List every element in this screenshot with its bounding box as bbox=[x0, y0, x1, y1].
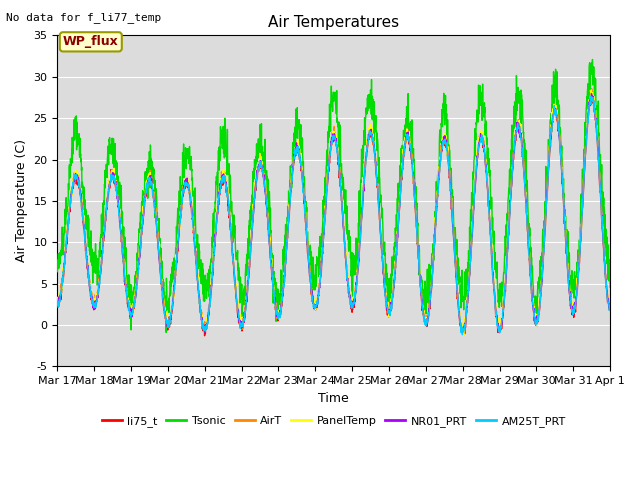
Legend: li75_t, Tsonic, AirT, PanelTemp, NR01_PRT, AM25T_PRT: li75_t, Tsonic, AirT, PanelTemp, NR01_PR… bbox=[97, 412, 570, 432]
Title: Air Temperatures: Air Temperatures bbox=[268, 15, 399, 30]
Text: WP_flux: WP_flux bbox=[63, 36, 118, 48]
Y-axis label: Air Temperature (C): Air Temperature (C) bbox=[15, 139, 28, 263]
X-axis label: Time: Time bbox=[318, 392, 349, 405]
Text: No data for f_li77_temp: No data for f_li77_temp bbox=[6, 12, 162, 23]
